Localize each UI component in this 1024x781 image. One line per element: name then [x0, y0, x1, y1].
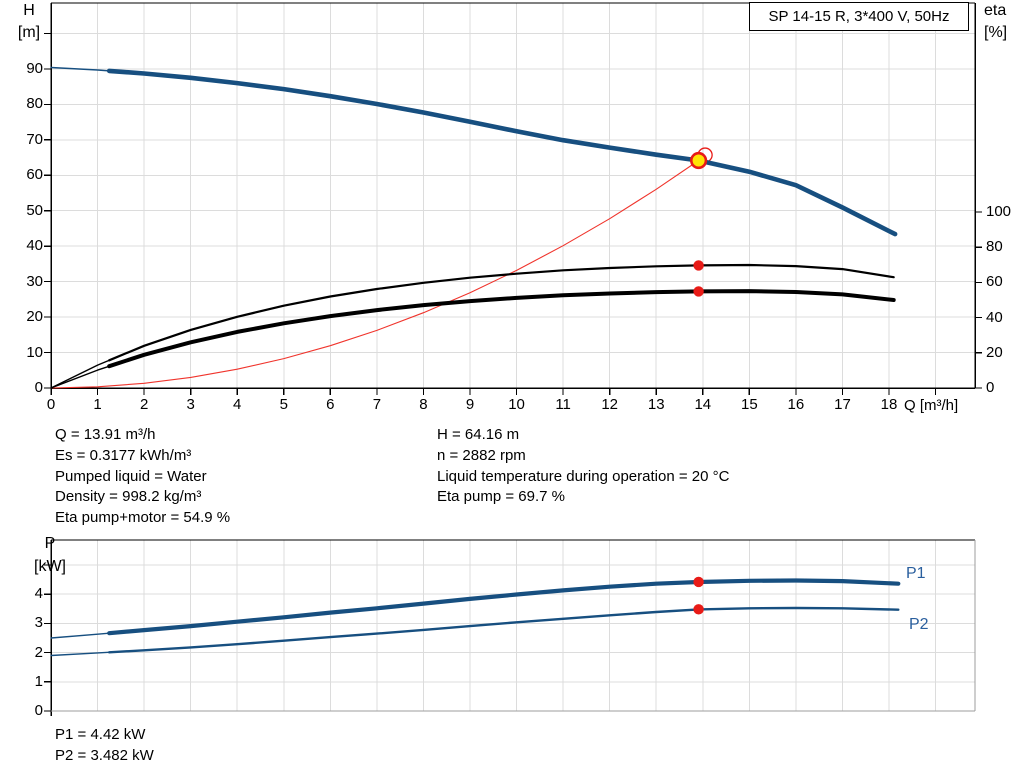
q-axis-tick-label: 16	[787, 396, 805, 413]
curve-P2	[108, 606, 900, 654]
p1-value: P1 = 4.42 kW	[55, 726, 146, 743]
h-axis-tick-label: 90	[26, 59, 43, 77]
h-axis-unit: [m]	[17, 24, 41, 41]
p-axis-tick-label: 0	[34, 702, 43, 719]
q-axis-tick-label: 17	[834, 396, 851, 413]
h-axis-tick-label: 0	[34, 379, 43, 396]
h-axis-tick-label: 60	[26, 166, 43, 184]
duty-info-liquid: Pumped liquid = Water	[55, 468, 207, 485]
p-axis-unit: [kW]	[34, 558, 66, 575]
p2-curve-label: P2	[909, 616, 929, 633]
curve-qh-curve	[106, 68, 898, 237]
q-axis-tick-label: 13	[647, 396, 665, 413]
eta-axis-tick-label: 80	[986, 238, 1003, 256]
q-axis-tick-label: 9	[465, 396, 475, 413]
q-axis-tick-label: 12	[601, 396, 619, 413]
h-axis-title: H	[23, 2, 35, 19]
p-axis-tick-label: 2	[34, 643, 43, 661]
duty-info-eta-pump: Eta pump = 69.7 %	[437, 488, 565, 505]
eta-axis-unit: [%]	[984, 24, 1008, 41]
eta-axis-tick-label: 20	[986, 343, 1003, 361]
p-axis-title: P	[44, 535, 56, 552]
duty-info-es: Es = 0.3177 kWh/m³	[55, 447, 192, 464]
duty-info-density: Density = 998.2 kg/m³	[55, 488, 202, 505]
eta-axis-tick-label: 40	[986, 308, 1003, 326]
q-axis-tick-label: 11	[555, 396, 571, 413]
duty-info-temperature: Liquid temperature during operation = 20…	[437, 468, 730, 485]
curve-qh-curve-thin	[50, 66, 896, 235]
p1-curve-label: P1	[906, 565, 926, 582]
p2-dot	[693, 604, 704, 615]
q-axis-tick-label: 18	[880, 396, 898, 413]
p-axis-tick-label: 1	[34, 672, 43, 690]
h-axis-tick-label: 50	[26, 201, 43, 219]
q-axis-tick-label: 3	[186, 396, 195, 413]
q-axis-tick-label: 1	[93, 396, 102, 413]
eta-axis-title: eta	[984, 2, 1007, 19]
q-axis-tick-label: 0	[46, 396, 56, 413]
eta-axis-tick-label: 60	[986, 273, 1003, 291]
q-axis-tick-label: 10	[508, 396, 525, 413]
eta-axis-tick-label: 100	[986, 203, 1012, 221]
q-axis-tick-label: 2	[139, 396, 149, 413]
duty-point-marker	[690, 151, 708, 170]
p2-value: P2 = 3.482 kW	[55, 747, 154, 764]
curve-system-curve	[50, 159, 700, 389]
h-axis-tick-label: 40	[26, 237, 43, 255]
duty-info-q: Q = 13.91 m³/h	[55, 426, 156, 443]
p-axis-tick-label: 4	[34, 585, 43, 603]
q-axis-tick-label: 8	[419, 396, 428, 413]
p1-dot	[693, 576, 704, 588]
h-axis-tick-label: 10	[26, 343, 43, 361]
h-axis-tick-label: 70	[26, 130, 43, 148]
pump-model-title-box: SP 14-15 R, 3*400 V, 50Hz	[749, 2, 969, 31]
p-axis-tick-label: 3	[34, 614, 43, 632]
h-axis-tick-label: 20	[26, 308, 43, 326]
q-axis-tick-label: 6	[326, 396, 335, 413]
curve-eta-pump-motor	[107, 289, 896, 369]
eta-axis-tick-label: 0	[986, 379, 995, 396]
eta-pump-motor-dot	[693, 286, 704, 297]
eta-pump-dot	[693, 260, 704, 271]
q-axis-tick-label: 14	[694, 396, 712, 413]
h-axis-tick-label: 30	[26, 272, 43, 290]
q-axis-tick-label: 15	[741, 396, 758, 413]
curve-eta-pump-thin	[50, 264, 895, 389]
curve-eta-pump-motor-thin	[50, 290, 895, 389]
duty-info-eta-pump-motor: Eta pump+motor = 54.9 %	[55, 509, 231, 526]
h-axis-tick-label: 80	[26, 95, 43, 113]
duty-info-rpm: n = 2882 rpm	[437, 447, 526, 464]
q-axis-tick-label: 7	[372, 396, 382, 413]
q-axis-title: Q [m³/h]	[904, 397, 959, 414]
q-axis-tick-label: 4	[233, 396, 242, 413]
curve-eta-pump	[108, 263, 895, 362]
curve-P1	[107, 578, 901, 636]
q-axis-tick-label: 5	[279, 396, 288, 413]
duty-info-h: H = 64.16 m	[437, 426, 520, 443]
